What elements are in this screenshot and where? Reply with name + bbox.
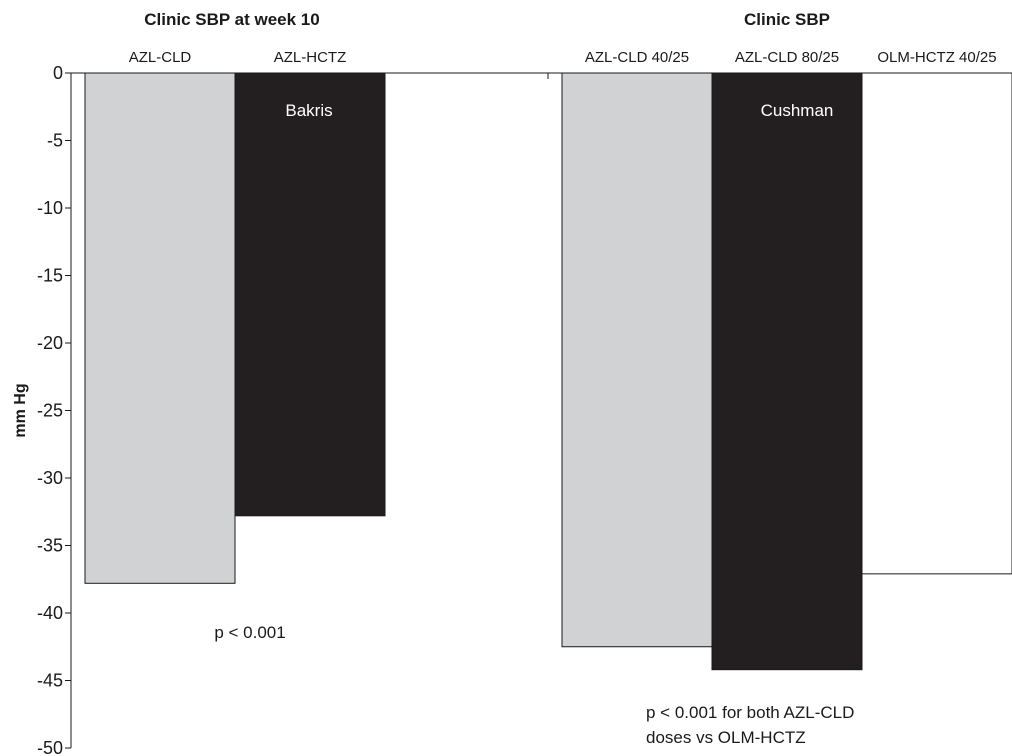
y-tick-label: -20 xyxy=(37,333,63,353)
category-label: AZL-HCTZ xyxy=(274,49,347,66)
y-tick-label: -25 xyxy=(37,401,63,421)
bar xyxy=(234,72,386,517)
y-axis: 0 -5 -10 -15 -20 -25 -30 -35 -40 -45 -50 xyxy=(37,63,1010,756)
y-tick-label: -35 xyxy=(37,536,63,556)
y-tick-label: -5 xyxy=(47,131,63,151)
panel-title: Clinic SBP at week 10 xyxy=(144,10,319,29)
bar xyxy=(711,72,863,671)
y-tick-label: -45 xyxy=(37,671,63,691)
category-label: AZL-CLD xyxy=(129,49,192,66)
p-value-annotation: p < 0.001 for both AZL-CLD xyxy=(646,703,854,722)
category-label: OLM-HCTZ 40/25 xyxy=(877,49,996,66)
bar xyxy=(561,72,713,648)
category-label: AZL-CLD 80/25 xyxy=(735,49,839,66)
p-value-annotation: doses vs OLM-HCTZ xyxy=(646,728,806,747)
p-value-annotation: p < 0.001 xyxy=(214,623,285,642)
study-label: Cushman xyxy=(761,101,834,120)
y-tick-label: -40 xyxy=(37,603,63,623)
bar xyxy=(84,72,236,584)
study-label: Bakris xyxy=(285,101,332,120)
bars xyxy=(84,72,1012,671)
panel-title: Clinic SBP xyxy=(744,10,830,29)
y-tick-label: -10 xyxy=(37,198,63,218)
y-tick-label: -30 xyxy=(37,468,63,488)
labels: mm Hg Clinic SBP at week 10 AZL-CLD AZL-HCT… xyxy=(12,10,997,747)
y-tick-label: -50 xyxy=(37,738,63,756)
y-tick-label: 0 xyxy=(53,63,63,83)
category-label: AZL-CLD 40/25 xyxy=(585,49,689,66)
y-axis-label: mm Hg xyxy=(12,383,29,437)
y-tick-label: -15 xyxy=(37,266,63,286)
bar xyxy=(861,72,1012,575)
